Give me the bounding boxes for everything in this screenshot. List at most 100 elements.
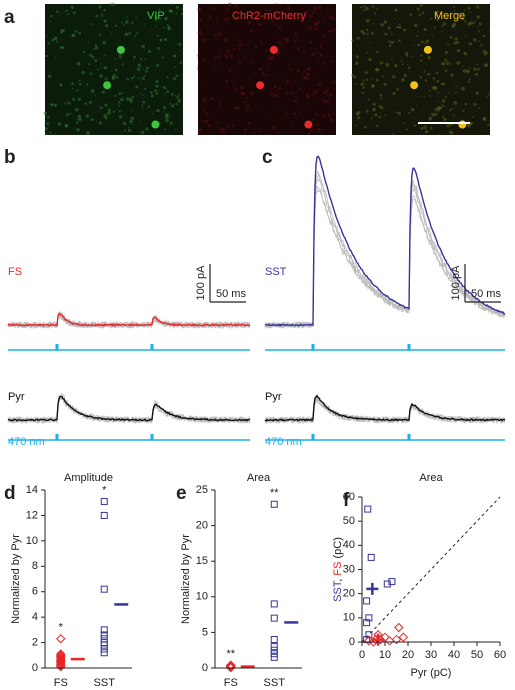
- texture: [432, 77, 436, 80]
- texture: [78, 31, 82, 35]
- panel-label: f: [343, 490, 350, 511]
- texture: [351, 39, 354, 42]
- texture: [245, 108, 249, 112]
- texture: [158, 8, 161, 11]
- texture: [142, 76, 145, 80]
- texture: [381, 75, 384, 78]
- texture: [101, 15, 103, 17]
- texture: [389, 31, 392, 33]
- texture: [293, 99, 298, 103]
- y-tick-label: 4: [32, 611, 38, 623]
- texture: [488, 93, 491, 96]
- stimulus-label: 470 nm: [265, 436, 302, 448]
- texture: [50, 103, 53, 106]
- texture: [76, 128, 80, 132]
- texture: [232, 68, 234, 70]
- texture: [278, 107, 281, 109]
- texture: [213, 59, 215, 61]
- point: [391, 634, 402, 645]
- texture: [98, 121, 103, 125]
- texture: [270, 16, 272, 18]
- stim-pulse: [311, 434, 315, 440]
- texture: [360, 6, 363, 9]
- texture: [453, 5, 456, 8]
- texture: [403, 122, 406, 125]
- texture: [466, 123, 471, 128]
- texture: [292, 124, 295, 126]
- texture: [316, 68, 318, 70]
- texture: [212, 26, 215, 29]
- texture: [474, 19, 476, 22]
- texture: [428, 94, 431, 97]
- texture: [145, 127, 149, 131]
- texture: [93, 48, 95, 51]
- texture: [446, 16, 449, 19]
- texture: [271, 95, 273, 98]
- texture: [130, 109, 133, 112]
- texture: [403, 73, 407, 77]
- micrograph: [43, 2, 184, 136]
- texture: [270, 63, 272, 65]
- texture: [317, 72, 319, 75]
- texture: [99, 74, 103, 78]
- cell: [458, 120, 467, 129]
- texture: [351, 74, 354, 77]
- texture: [451, 107, 454, 110]
- texture: [423, 125, 427, 130]
- texture: [453, 10, 456, 12]
- texture: [367, 98, 370, 101]
- texture: [307, 104, 309, 106]
- cell: [410, 81, 419, 90]
- annotation: **: [226, 648, 235, 660]
- y-axis-label: SST, FS (pC): [332, 537, 344, 602]
- texture: [322, 20, 325, 23]
- texture: [379, 93, 383, 97]
- texture: [331, 17, 335, 21]
- texture: [326, 10, 329, 13]
- texture: [262, 71, 265, 75]
- texture: [449, 35, 453, 39]
- texture: [71, 82, 74, 85]
- texture: [45, 54, 48, 58]
- texture: [99, 63, 102, 65]
- point: [365, 614, 373, 622]
- texture: [379, 61, 384, 65]
- texture: [154, 15, 158, 20]
- y-tick-label: 20: [196, 520, 208, 532]
- panel-label: d: [4, 483, 16, 504]
- texture: [126, 16, 129, 18]
- texture: [59, 14, 61, 16]
- point: [270, 636, 278, 644]
- texture: [142, 106, 144, 109]
- point: [100, 635, 108, 643]
- texture: [461, 86, 465, 91]
- texture: [104, 77, 108, 81]
- texture: [104, 116, 108, 120]
- texture: [298, 55, 300, 58]
- texture: [280, 44, 284, 47]
- texture: [115, 76, 119, 79]
- y-tick-label: 14: [26, 484, 38, 496]
- texture: [175, 74, 179, 78]
- texture: [117, 104, 120, 107]
- mean-trace: [7, 395, 251, 422]
- texture: [311, 85, 314, 87]
- texture: [265, 49, 268, 52]
- texture: [125, 20, 129, 24]
- texture: [429, 90, 431, 92]
- texture: [135, 85, 139, 89]
- texture: [462, 12, 465, 15]
- texture: [290, 109, 292, 111]
- texture: [273, 85, 277, 89]
- texture: [263, 21, 266, 24]
- texture: [314, 90, 318, 94]
- texture: [332, 109, 335, 112]
- texture: [270, 92, 274, 96]
- texture: [398, 111, 402, 115]
- texture: [354, 124, 356, 127]
- texture: [434, 107, 439, 112]
- texture: [219, 50, 222, 54]
- texture: [434, 89, 436, 91]
- texture: [407, 64, 409, 66]
- texture: [355, 61, 359, 66]
